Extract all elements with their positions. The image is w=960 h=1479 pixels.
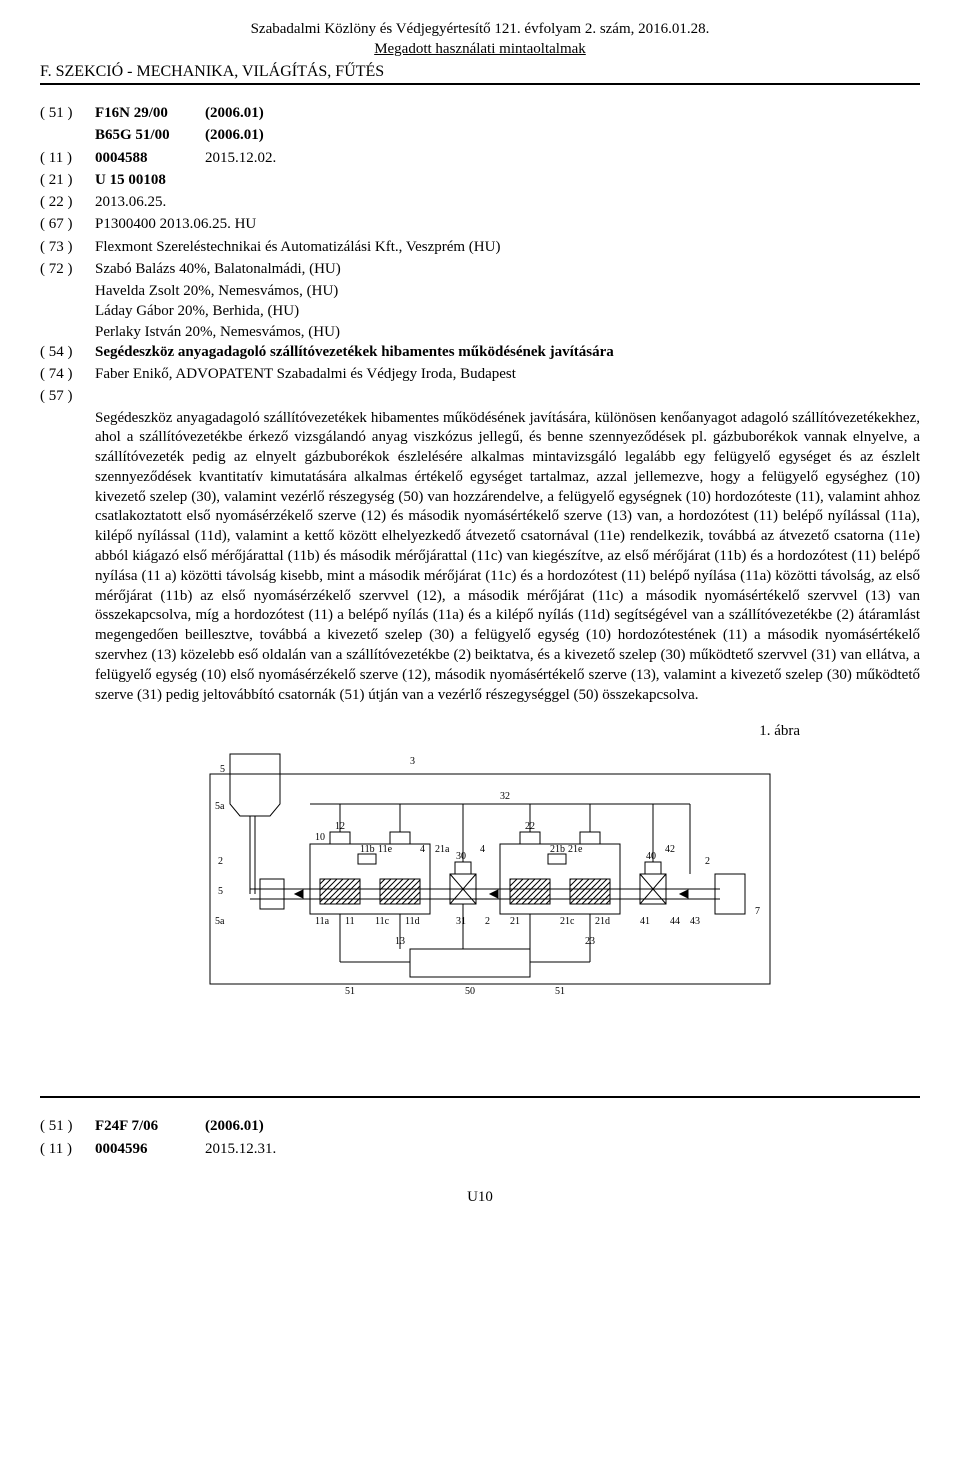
inid-73: ( 73 ) (40, 237, 95, 257)
fig-label-31: 31 (456, 916, 466, 927)
fig-label-50: 50 (465, 986, 475, 997)
fig-label-2-r: 2 (705, 856, 710, 867)
fig-label-21a: 21a (435, 844, 450, 855)
agent: Faber Enikő, ADVOPATENT Szabadalmi és Vé… (95, 364, 516, 384)
fig-label-13: 13 (395, 936, 405, 947)
fig-label-10: 10 (315, 832, 325, 843)
fig-label-11d: 11d (405, 916, 420, 927)
fig-label-11: 11 (345, 916, 355, 927)
fig-label-42: 42 (665, 844, 675, 855)
fig-label-4a: 4 (420, 844, 425, 855)
fig-label-3: 3 (410, 756, 415, 767)
abstract-text: Segédeszköz anyagadagoló szállítóvezeték… (95, 409, 920, 706)
publication-date: 2015.12.02. (205, 148, 276, 168)
ipc-version-1: (2006.01) (205, 103, 264, 123)
fig-label-32: 32 (500, 791, 510, 802)
publication-number: 0004588 (95, 148, 205, 168)
inid-74: ( 74 ) (40, 364, 95, 384)
figure-1: 1. ábra (40, 723, 920, 1024)
section-title: F. SZEKCIÓ - MECHANIKA, VILÁGÍTÁS, FŰTÉS (40, 63, 920, 81)
fig-label-23: 23 (585, 936, 595, 947)
ipc-version-2: (2006.01) (205, 125, 264, 145)
fig-label-11b: 11b (360, 844, 375, 855)
inventor-2: Havelda Zsolt 20%, Nemesvámos, (HU) (95, 281, 920, 301)
publication-number-e2: 0004596 (95, 1139, 205, 1159)
fig-label-11c: 11c (375, 916, 390, 927)
page-number: U10 (40, 1189, 920, 1206)
fig-label-30: 30 (456, 851, 466, 862)
figure-svg: 3 5 5a 2 5 5a 10 12 11b 11e 4 21a 30 4 2… (160, 744, 800, 1024)
fig-label-12: 12 (335, 821, 345, 832)
inventor-3: Láday Gábor 20%, Berhida, (HU) (95, 301, 920, 321)
fig-label-5a-top: 5a (215, 801, 225, 812)
fig-label-44: 44 (670, 916, 680, 927)
ipc-class-2: B65G 51/00 (95, 125, 205, 145)
fig-label-41: 41 (640, 916, 650, 927)
fig-label-21c: 21c (560, 916, 575, 927)
figure-caption: 1. ábra (40, 723, 800, 740)
fig-label-2-left: 2 (218, 856, 223, 867)
fig-label-5-top: 5 (220, 764, 225, 775)
assignee: Flexmont Szereléstechnikai és Automatizá… (95, 237, 500, 257)
fig-label-7: 7 (755, 906, 760, 917)
inid-57: ( 57 ) (40, 386, 95, 406)
fig-label-5-left: 5 (218, 886, 223, 897)
fig-label-43: 43 (690, 916, 700, 927)
inventor-1: Szabó Balázs 40%, Balatonalmádi, (HU) (95, 259, 341, 279)
fig-label-51-r: 51 (555, 986, 565, 997)
inventor-4: Perlaky István 20%, Nemesvámos, (HU) (95, 322, 920, 342)
filing-date: 2013.06.25. (95, 192, 166, 212)
gazette-header-line1: Szabadalmi Közlöny és Védjegyértesítő 12… (40, 20, 920, 40)
inid-51-e2: ( 51 ) (40, 1116, 95, 1136)
section-divider (40, 83, 920, 85)
patent-entry-1: ( 51 ) F16N 29/00 (2006.01) B65G 51/00 (… (40, 103, 920, 705)
fig-label-2-mid: 2 (485, 916, 490, 927)
inid-22: ( 22 ) (40, 192, 95, 212)
gazette-header: Szabadalmi Közlöny és Védjegyértesítő 12… (40, 20, 920, 59)
inid-72: ( 72 ) (40, 259, 95, 279)
entry-divider (40, 1096, 920, 1098)
publication-date-e2: 2015.12.31. (205, 1139, 276, 1159)
ipc-class-1: F16N 29/00 (95, 103, 205, 123)
gazette-header-line2: Megadott használati mintaoltalmak (40, 40, 920, 60)
fig-label-4b: 4 (480, 844, 485, 855)
title: Segédeszköz anyagadagoló szállítóvezeték… (95, 342, 614, 362)
inid-11-e2: ( 11 ) (40, 1139, 95, 1159)
ipc-version-e2: (2006.01) (205, 1116, 264, 1136)
application-number: U 15 00108 (95, 170, 166, 190)
inid-51: ( 51 ) (40, 103, 95, 123)
fig-label-11e: 11e (378, 844, 393, 855)
fig-label-40: 40 (646, 851, 656, 862)
inid-54: ( 54 ) (40, 342, 95, 362)
fig-label-21b: 21b (550, 844, 565, 855)
priority-ref: P1300400 2013.06.25. HU (95, 214, 256, 234)
inid-21: ( 21 ) (40, 170, 95, 190)
inid-11: ( 11 ) (40, 148, 95, 168)
patent-entry-2: ( 51 ) F24F 7/06 (2006.01) ( 11 ) 000459… (40, 1116, 920, 1159)
fig-label-5a-left: 5a (215, 916, 225, 927)
fig-label-21e: 21e (568, 844, 583, 855)
fig-label-22: 22 (525, 821, 535, 832)
inid-67: ( 67 ) (40, 214, 95, 234)
fig-label-51-l: 51 (345, 986, 355, 997)
fig-label-21d: 21d (595, 916, 610, 927)
fig-label-21: 21 (510, 916, 520, 927)
fig-label-11a: 11a (315, 916, 330, 927)
ipc-class-e2: F24F 7/06 (95, 1116, 205, 1136)
